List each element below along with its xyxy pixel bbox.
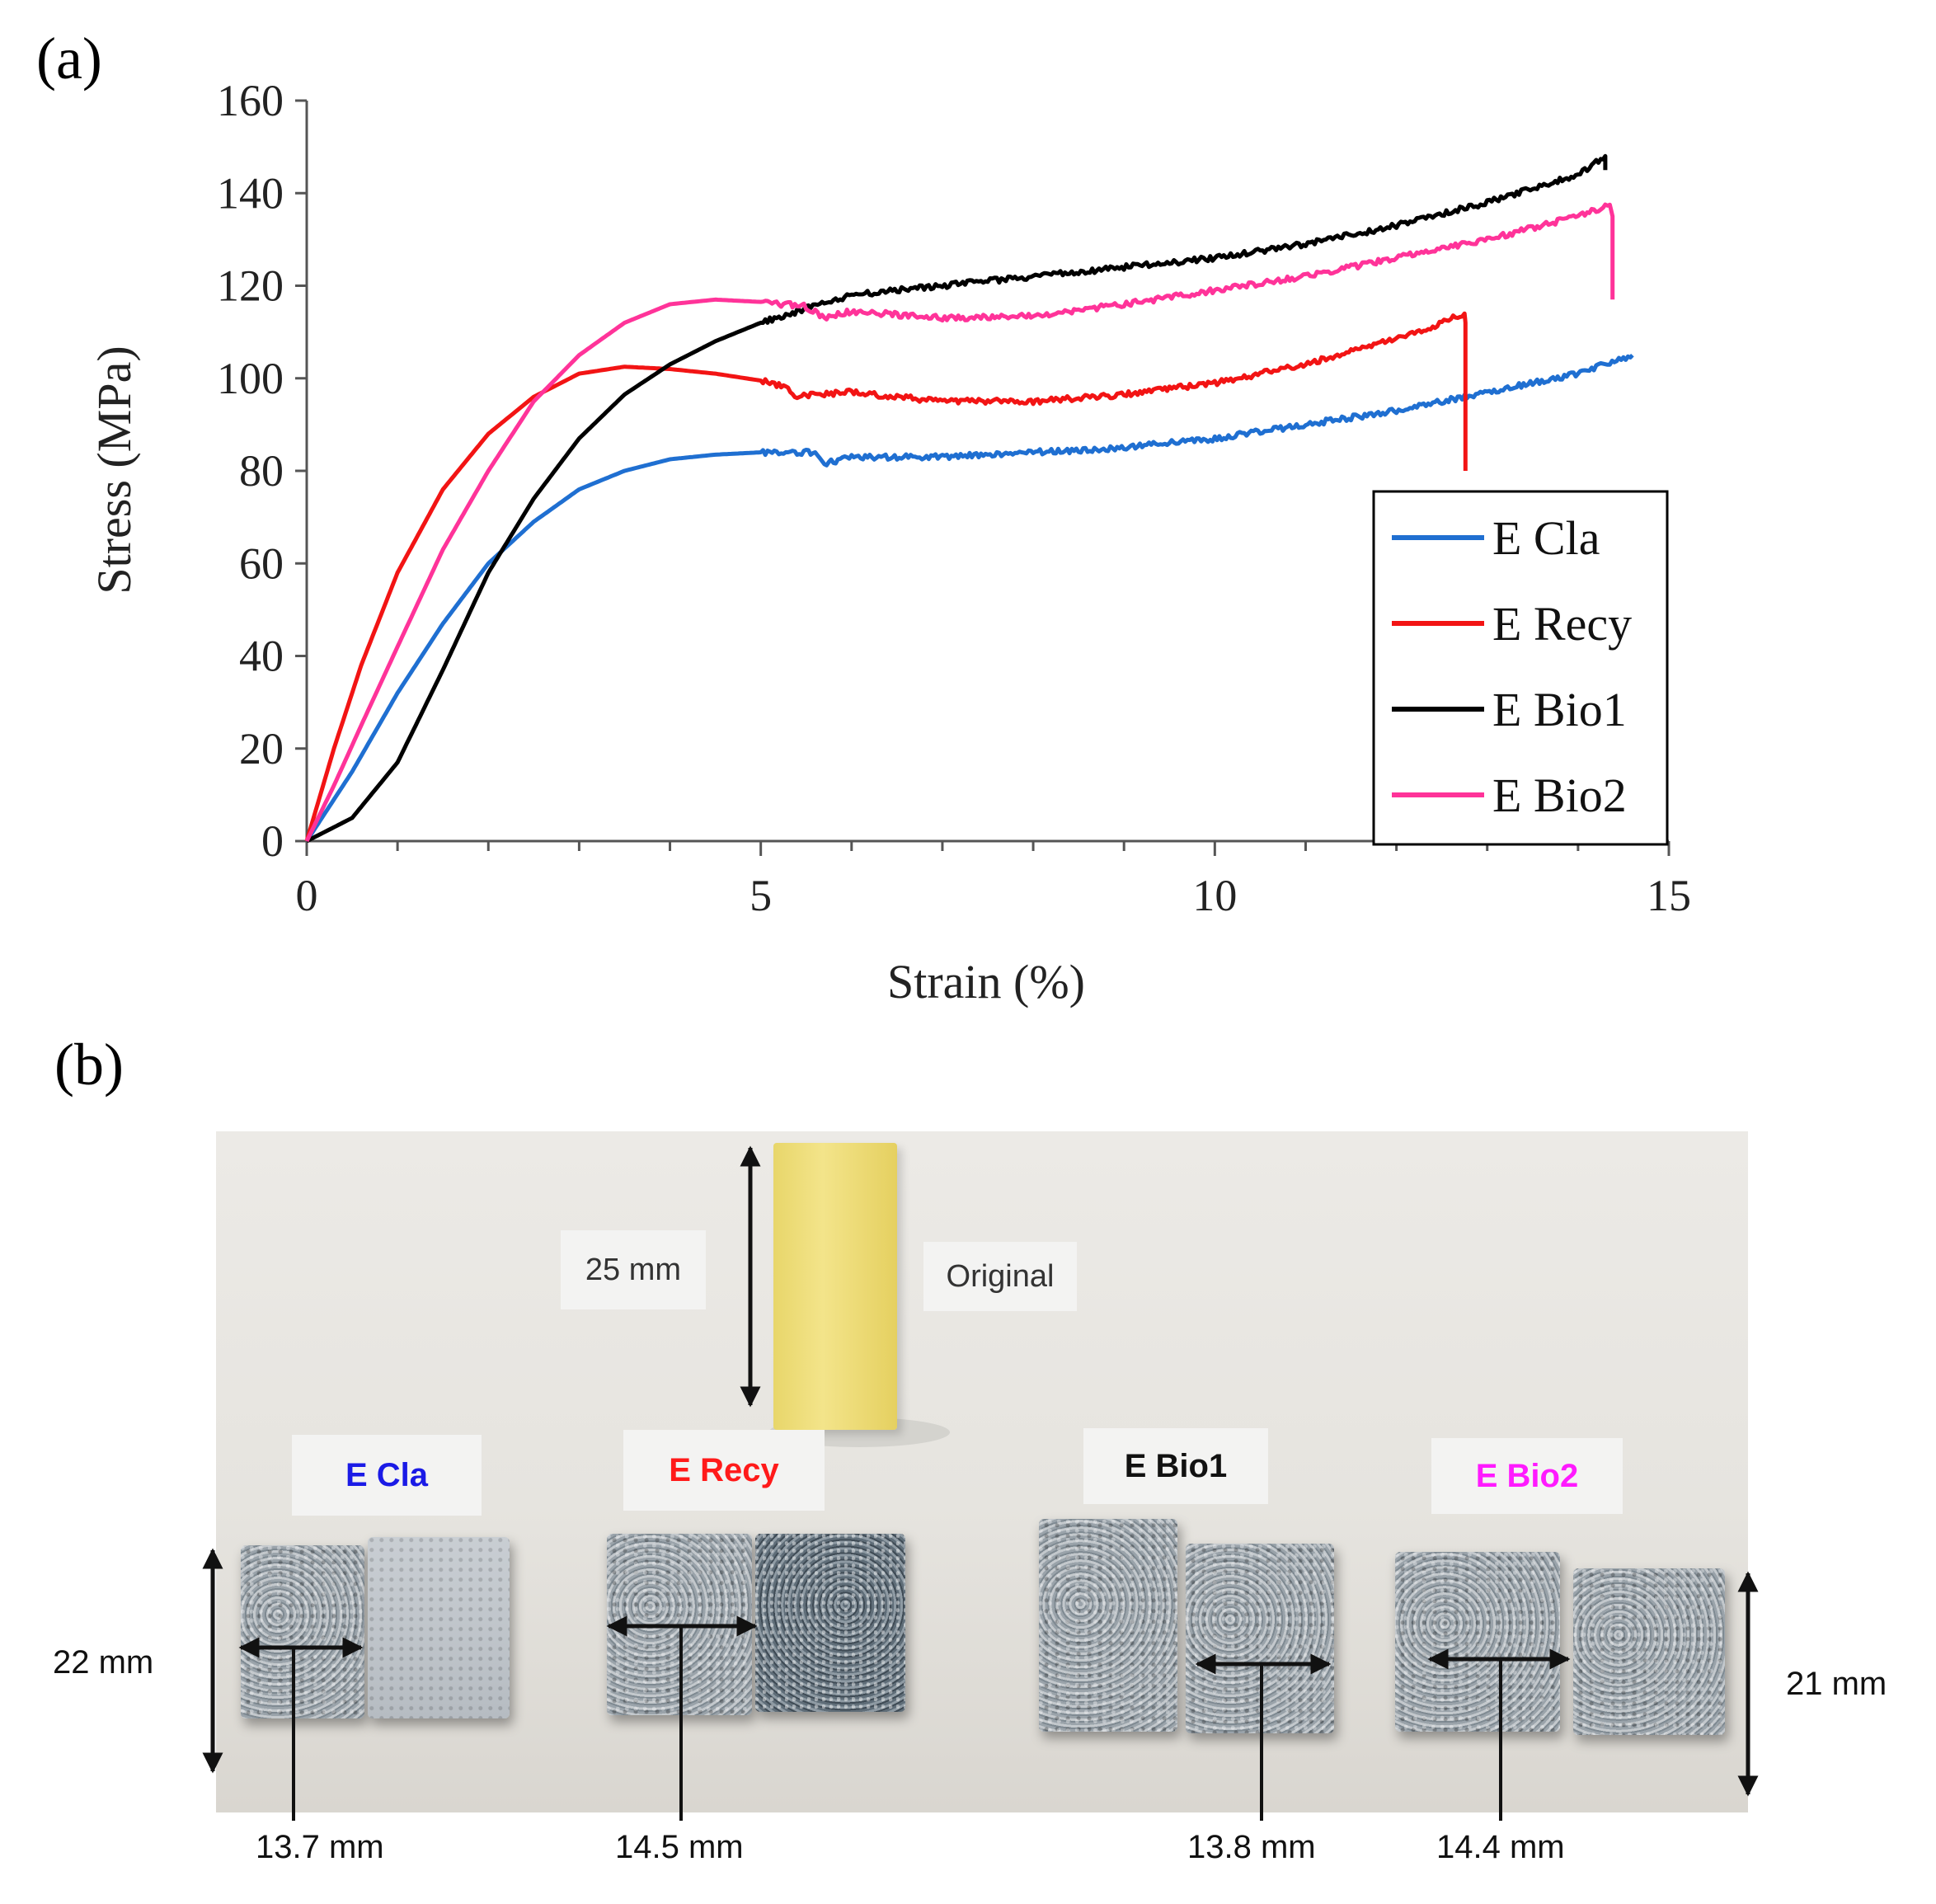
e-cla-half-right (368, 1537, 510, 1718)
e-bio2-half-right (1573, 1568, 1725, 1735)
width-label-e-recy: 14.5 mm (615, 1829, 744, 1865)
x-tick-label: 5 (749, 871, 772, 920)
chart-axes: 0 20 40 60 80 100 120 140 160 0 5 10 15 (217, 76, 1691, 920)
series-line-e-cla (304, 353, 1634, 843)
y-tick-label: 80 (239, 446, 284, 496)
specimen-photo: 25 mm Original E Cla E Recy E Bio1 E Bio… (216, 1131, 1748, 1812)
stress-strain-chart: 0 20 40 60 80 100 120 140 160 0 5 10 15 Strain (%) S… (87, 76, 1691, 1008)
series-line-e-bio2 (304, 202, 1615, 843)
height-left-label: 22 mm (53, 1644, 154, 1681)
y-tick-label: 40 (239, 632, 284, 681)
legend-label-e-bio1: E Bio1 (1492, 683, 1627, 736)
width-label-e-bio2: 14.4 mm (1436, 1829, 1565, 1865)
y-tick-label: 140 (217, 168, 284, 218)
e-bio1-half-left (1039, 1519, 1177, 1732)
y-axis-title: Stress (MPa) (87, 346, 141, 594)
e-recy-half-right (755, 1534, 905, 1712)
sample-tag-e-bio2: E Bio2 (1431, 1438, 1623, 1514)
sample-label-e-bio2: E Bio2 (1475, 1457, 1579, 1494)
y-tick-label: 0 (261, 816, 284, 866)
x-tick-label: 10 (1192, 871, 1237, 920)
original-tag: Original (923, 1242, 1077, 1311)
sample-label-e-cla: E Cla (345, 1456, 429, 1493)
panel-label-a: (a) (36, 26, 102, 92)
y-tick-label: 60 (239, 538, 284, 588)
x-axis-title: Strain (%) (887, 955, 1085, 1008)
legend-label-e-cla: E Cla (1492, 511, 1600, 565)
y-tick-label: 160 (217, 76, 284, 125)
width-label-e-cla: 13.7 mm (256, 1829, 384, 1865)
sample-tag-e-bio1: E Bio1 (1083, 1428, 1268, 1504)
original-label: Original (946, 1258, 1055, 1294)
width-label-e-bio1: 13.8 mm (1187, 1829, 1316, 1865)
sample-tag-e-cla: E Cla (292, 1435, 482, 1516)
legend-box (1372, 490, 1669, 846)
e-bio2-half-left (1395, 1552, 1560, 1732)
x-tick-label: 0 (296, 871, 318, 920)
e-cla-half-left (241, 1545, 364, 1718)
x-tick-label: 15 (1647, 871, 1691, 920)
sample-tag-e-recy: E Recy (623, 1430, 825, 1511)
original-length-label: 25 mm (585, 1252, 682, 1287)
series-line-e-recy (304, 311, 1468, 842)
sample-label-e-recy: E Recy (669, 1451, 779, 1488)
y-tick-label: 120 (217, 261, 284, 311)
chart-series-group (304, 153, 1634, 844)
series-line-e-bio1 (305, 153, 1608, 844)
chart-legend: E Cla E Recy E Bio1 E Bio2 (1372, 490, 1669, 846)
panel-label-b: (b) (54, 1032, 124, 1098)
y-tick-label: 100 (217, 354, 284, 403)
legend-label-e-recy: E Recy (1492, 597, 1632, 651)
legend-label-e-bio2: E Bio2 (1492, 769, 1627, 822)
sample-label-e-bio1: E Bio1 (1124, 1447, 1228, 1484)
y-tick-label: 20 (239, 724, 284, 773)
height-right-label: 21 mm (1786, 1666, 1887, 1702)
original-length-tag: 25 mm (561, 1230, 706, 1309)
original-specimen (773, 1143, 897, 1430)
